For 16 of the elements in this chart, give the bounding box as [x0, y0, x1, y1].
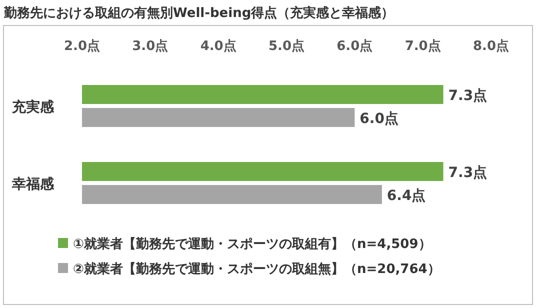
chart-title: 勤務先における取組の有無別Well-being得点（充実感と幸福感） [3, 5, 394, 21]
data-label: 7.3点 [448, 88, 488, 104]
x-tick-label: 3.0点 [132, 38, 168, 54]
data-label: 6.0点 [360, 111, 398, 127]
x-tick-label: 2.0点 [64, 38, 100, 54]
x-tick-label: 6.0点 [336, 38, 373, 54]
x-tick-label: 5.0点 [268, 38, 305, 54]
data-label: 7.3点 [448, 165, 488, 181]
data-label: 6.4点 [386, 188, 426, 204]
y-tick-label: 充実感 [11, 98, 55, 116]
x-tick-label: 7.0点 [404, 38, 441, 54]
x-tick-label: 4.0点 [200, 38, 236, 54]
legend-label: ①就業者【勤務先で運動・スポーツの取組有】（n=4,509） [73, 236, 432, 252]
y-tick-label: 幸福感 [11, 176, 55, 192]
legend-label: ②就業者【勤務先で運動・スポーツの取組無】（n=20,764） [73, 261, 440, 277]
x-tick-label: 8.0点 [472, 38, 510, 54]
